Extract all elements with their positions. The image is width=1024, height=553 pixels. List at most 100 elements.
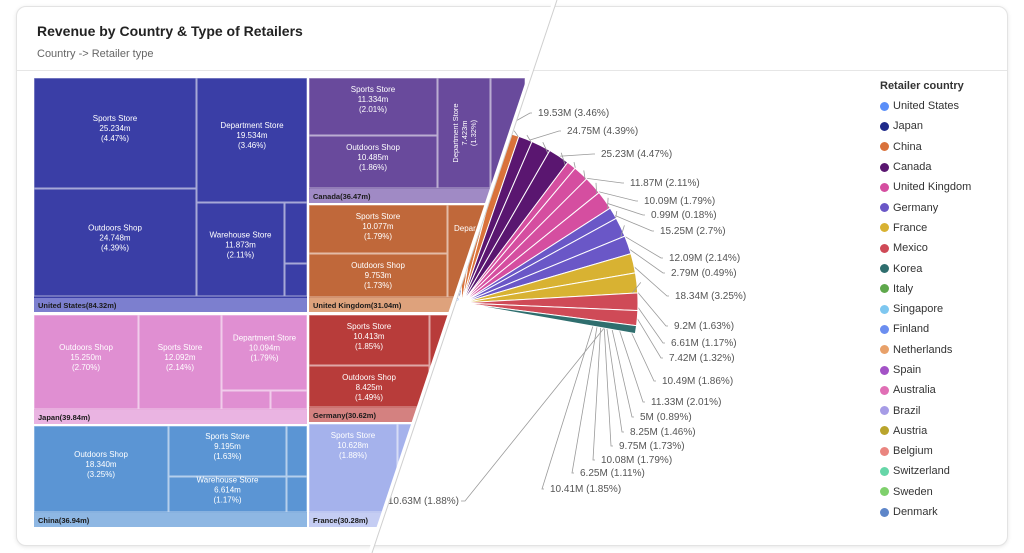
treemap-cell[interactable]: [286, 425, 308, 477]
treemap-group-footer: [34, 513, 307, 527]
split-divider: [368, 0, 557, 553]
treemap-cell[interactable]: [284, 202, 308, 264]
treemap-cell-name: Outdoors Shop: [59, 343, 113, 352]
treemap-group-footer: [34, 410, 307, 424]
treemap-cell[interactable]: [221, 390, 271, 410]
legend-swatch: [880, 406, 889, 416]
legend-swatch: [880, 284, 889, 294]
legend-swatch: [880, 446, 889, 456]
treemap-cell-border: [284, 202, 308, 264]
legend-item[interactable]: Denmark: [880, 502, 985, 522]
legend-label: Mexico: [893, 242, 928, 255]
treemap-group[interactable]: Germany(30.62m) Sports Store10.413m(1.85%…: [308, 314, 526, 422]
header-divider: [17, 70, 1007, 71]
legend-item[interactable]: Spain: [880, 360, 985, 380]
legend-item[interactable]: Canada: [880, 157, 985, 177]
treemap-cell-pct: (1.63%): [213, 452, 241, 461]
treemap-group-label: France(30.28m): [313, 516, 369, 525]
legend-item[interactable]: Austria: [880, 421, 985, 441]
pie-slice-label: 25.23M (4.47%): [601, 149, 672, 160]
legend-item[interactable]: Brazil: [880, 400, 985, 420]
treemap-cell-value: 11.873m: [225, 241, 256, 250]
treemap-cell-value: 6.614m: [214, 486, 241, 495]
treemap-group-area: [309, 315, 525, 422]
legend-item[interactable]: Sweden: [880, 482, 985, 502]
treemap-cell[interactable]: [286, 476, 308, 513]
legend-label: Finland: [893, 323, 930, 336]
treemap-group[interactable]: United States(84.32m) Sports Store25.234m…: [33, 77, 308, 312]
pie-slice-label: 9.75M (1.73%): [619, 441, 685, 452]
split-divider-shadow: [371, 0, 558, 553]
treemap-group-label: United Kingdom(31.04m): [313, 301, 402, 310]
legend-item[interactable]: France: [880, 218, 985, 238]
treemap-cell-value: 11.334m: [358, 95, 389, 104]
legend-item[interactable]: China: [880, 137, 985, 157]
legend-item[interactable]: Finland: [880, 319, 985, 339]
legend-item[interactable]: Netherlands: [880, 340, 985, 360]
treemap-cell-border: [221, 314, 308, 391]
legend-label: China: [893, 140, 922, 153]
treemap-cell-pct: (3.46%): [238, 141, 266, 150]
legend-item[interactable]: Singapore: [880, 299, 985, 319]
legend-item[interactable]: Switzerland: [880, 461, 985, 481]
legend-item[interactable]: United States: [880, 96, 985, 116]
treemap-cell-name: Department Store: [220, 121, 284, 130]
treemap-cell-border: [138, 314, 222, 410]
pie-slice-label: 12.09M (2.14%): [669, 253, 740, 264]
treemap-group[interactable]: Japan(39.84m) Outdoors Shop15.250m(2.70%)…: [33, 314, 308, 424]
treemap-group-label: United States(84.32m): [38, 301, 117, 310]
treemap-group[interactable]: Canada(36.47m) Sports Store11.334m(2.01%)…: [308, 77, 526, 203]
treemap-cell-border: [308, 204, 448, 254]
legend-label: United Kingdom: [893, 181, 972, 194]
pie-slice[interactable]: [461, 302, 638, 335]
legend-item[interactable]: United Kingdom: [880, 177, 985, 197]
treemap-cell-pct: (1.88%): [339, 451, 367, 460]
treemap-group-label: China(36.94m): [38, 516, 90, 525]
legend: Retailer country United States Japan China…: [880, 80, 985, 522]
legend-item[interactable]: Australia: [880, 380, 985, 400]
treemap-cell-pct: (1.79%): [250, 354, 278, 363]
legend-swatch: [880, 121, 889, 131]
treemap-cell-name: Sports Store: [205, 432, 250, 441]
legend-swatch: [880, 365, 889, 375]
treemap-cell-value: 10.413m: [353, 332, 384, 341]
legend-item[interactable]: Korea: [880, 258, 985, 278]
treemap-cell[interactable]: Department Store 7.423m (1.32%): [437, 77, 491, 189]
treemap-cell-pct: (1.85%): [355, 342, 383, 351]
treemap-group[interactable]: China(36.94m) Outdoors Shop18.340m(3.25%)…: [33, 425, 308, 527]
treemap-cell[interactable]: [284, 263, 308, 297]
legend-item[interactable]: Mexico: [880, 238, 985, 258]
treemap-cell-name: Department Store: [233, 334, 297, 343]
treemap-cell-value: 19.534m: [236, 131, 267, 140]
treemap-cell[interactable]: [270, 390, 308, 410]
treemap-cell-name: Sports Store: [351, 85, 396, 94]
legend-swatch: [880, 142, 889, 152]
legend-item[interactable]: Belgium: [880, 441, 985, 461]
legend-item[interactable]: Japan: [880, 116, 985, 136]
legend-swatch: [880, 203, 889, 213]
legend-label: Belgium: [893, 445, 933, 458]
legend-label: Italy: [893, 282, 914, 295]
legend-item[interactable]: Italy: [880, 279, 985, 299]
treemap-cell-value: 12.092m: [164, 353, 195, 362]
treemap-cell-pct: (2.11%): [227, 251, 255, 260]
legend-item[interactable]: Germany: [880, 197, 985, 217]
treemap-cell-name: Department Store: [451, 103, 460, 162]
